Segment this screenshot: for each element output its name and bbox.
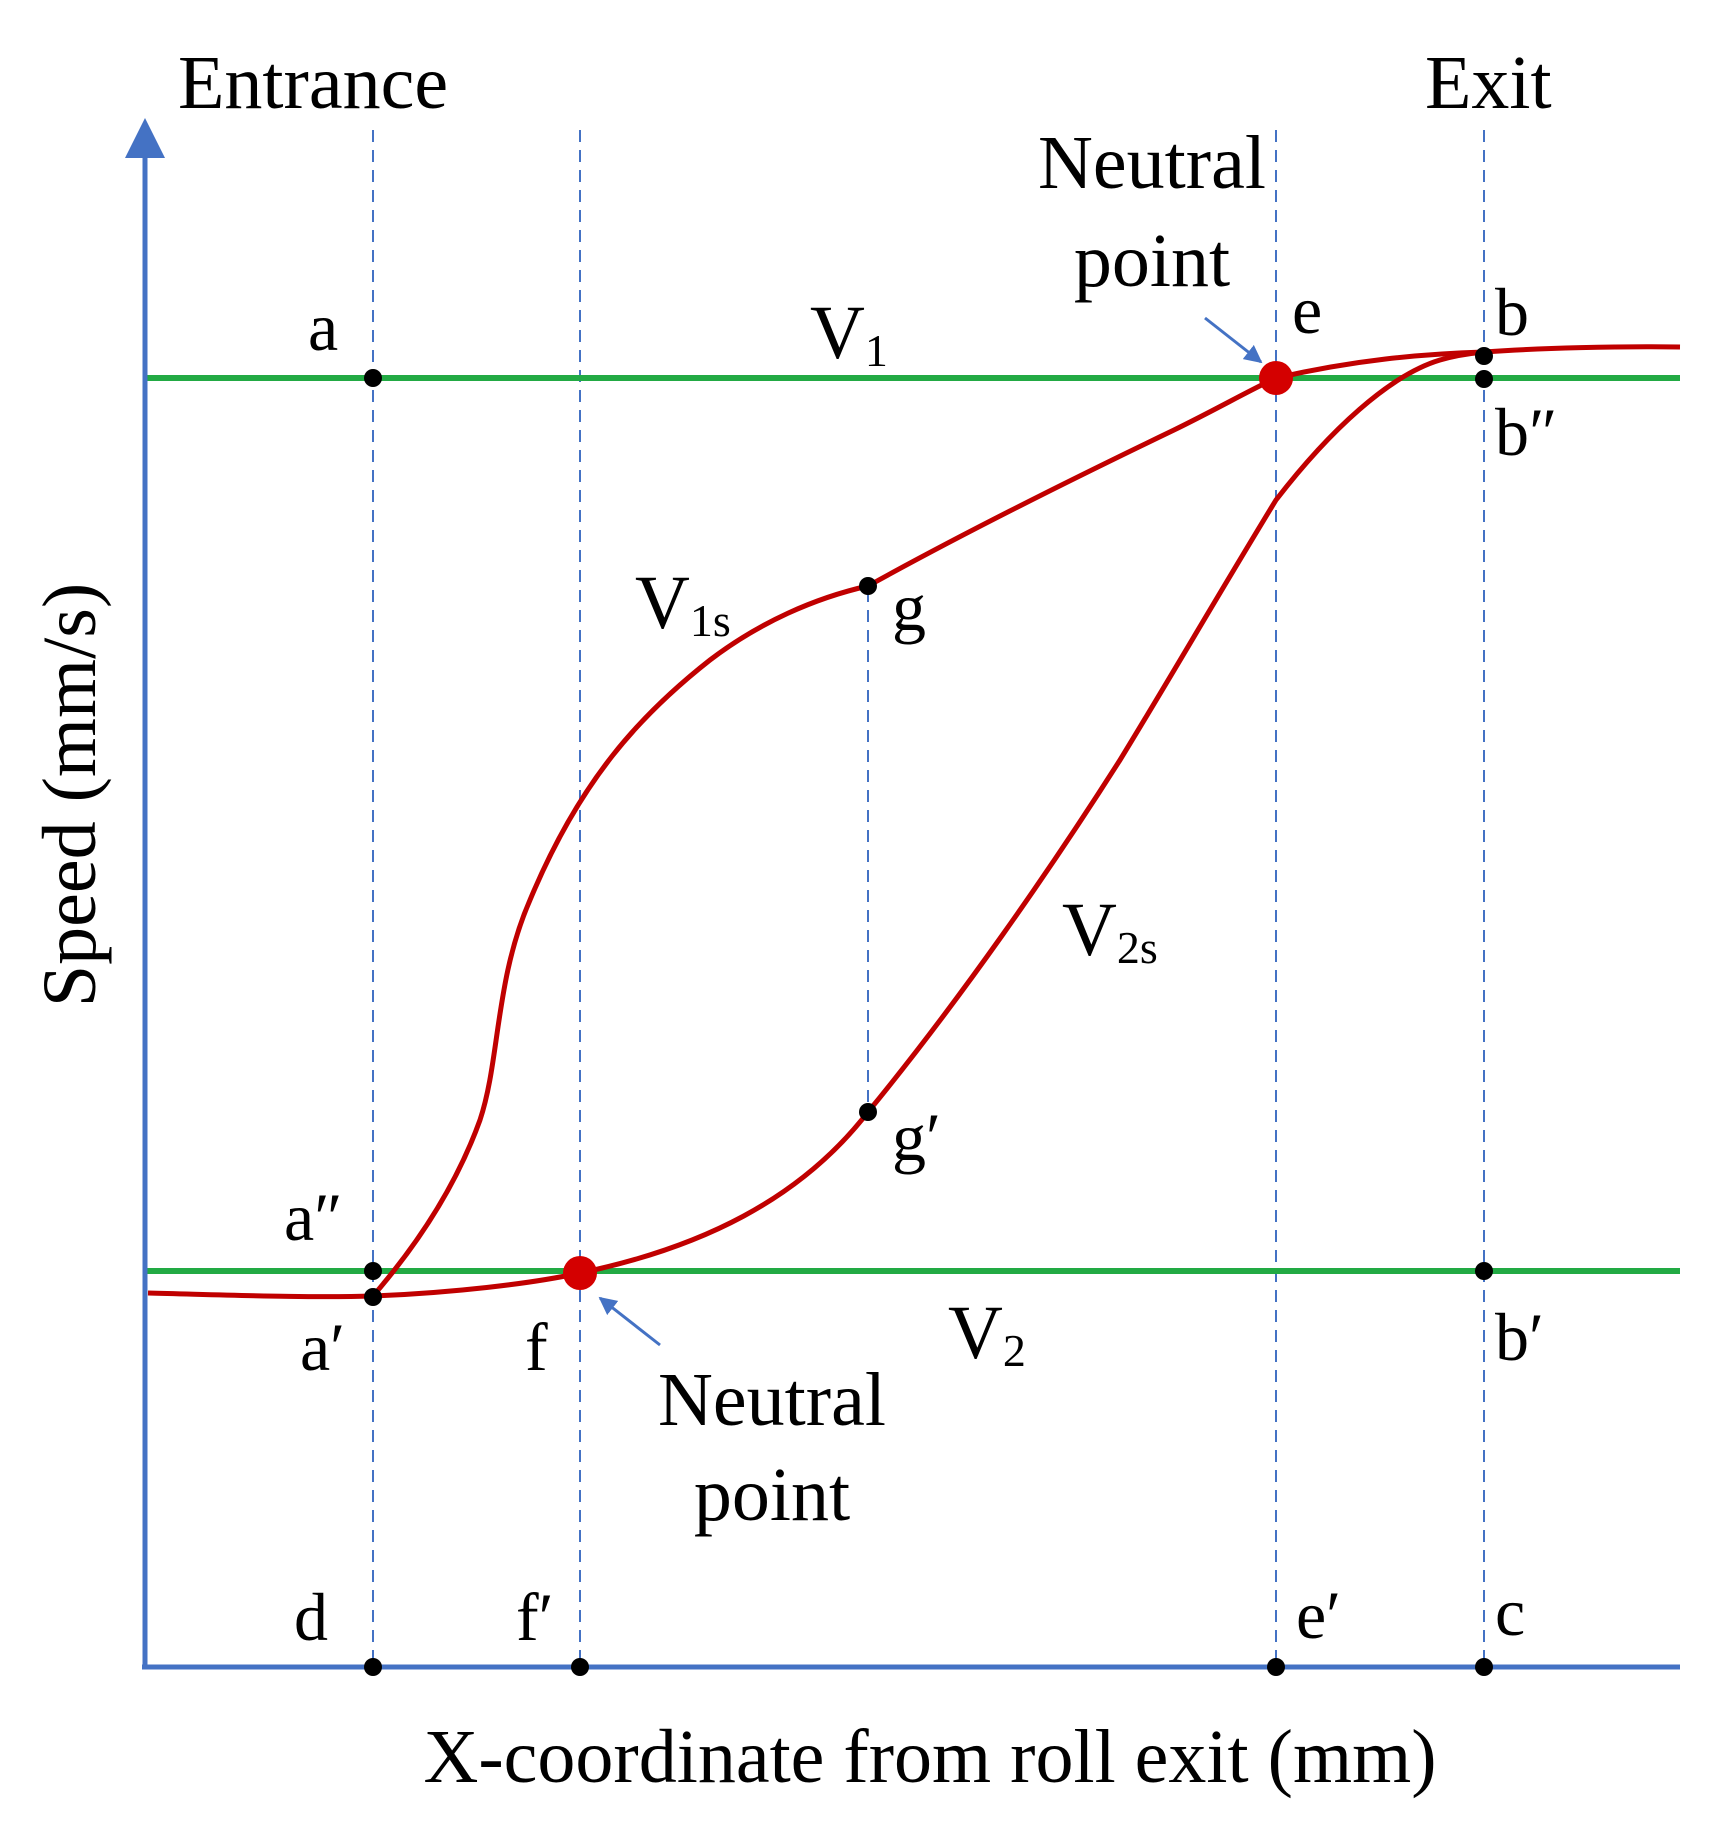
point-a-label: a [308, 289, 338, 365]
point-a-prime-label: a′ [300, 1309, 345, 1385]
point-b-label: b [1495, 274, 1529, 350]
point-a-double-dot [364, 1262, 382, 1280]
neutral-top-label-line1: Neutral [1038, 121, 1266, 205]
point-b-prime-label: b′ [1495, 1299, 1544, 1375]
neutral-point-e-marker [1259, 361, 1293, 395]
neutral-point-f-marker [563, 1256, 597, 1290]
point-e-prime-label: e′ [1296, 1577, 1341, 1653]
neutral-bottom-callout-arrow [598, 1296, 661, 1347]
point-b-double-label: b″ [1495, 394, 1557, 470]
point-c-dot [1475, 1658, 1493, 1676]
entrance-label: Entrance [178, 41, 448, 125]
point-a-dot [364, 369, 382, 387]
point-a-double-label: a″ [284, 1179, 343, 1255]
point-f-prime-label: f′ [516, 1579, 554, 1655]
point-a-prime-dot [364, 1288, 382, 1306]
neutral-top-label-line2: point [1074, 219, 1230, 303]
neutral-bottom-label-line1: Neutral [658, 1358, 886, 1442]
point-g-prime-label: g′ [892, 1099, 941, 1175]
neutral-bottom-label-line2: point [694, 1453, 850, 1537]
v1-label: V1 [810, 291, 888, 376]
point-f-prime-dot [571, 1658, 589, 1676]
point-f-label: f [525, 1309, 548, 1385]
v2s-curve [147, 349, 1485, 1300]
point-b-double-dot [1475, 370, 1493, 388]
exit-label: Exit [1425, 41, 1552, 125]
point-b-prime-dot [1475, 1262, 1493, 1280]
v2s-label: V2s [1062, 888, 1158, 973]
point-c-label: c [1495, 1574, 1525, 1650]
point-e-label: e [1292, 272, 1322, 348]
point-d-dot [364, 1658, 382, 1676]
v2-label: V2 [948, 1291, 1026, 1376]
x-axis-label: X-coordinate from roll exit (mm) [423, 1715, 1436, 1799]
point-e-prime-dot [1267, 1658, 1285, 1676]
neutral-top-callout-arrow [1204, 316, 1263, 364]
v1s-label: V1s [635, 561, 731, 646]
point-g-prime-dot [859, 1103, 877, 1121]
point-g-dot [859, 577, 877, 595]
point-g-label: g [892, 569, 926, 645]
y-axis-label: Speed (mm/s) [28, 583, 112, 1007]
point-d-label: d [294, 1579, 328, 1655]
point-b-dot [1475, 347, 1493, 365]
